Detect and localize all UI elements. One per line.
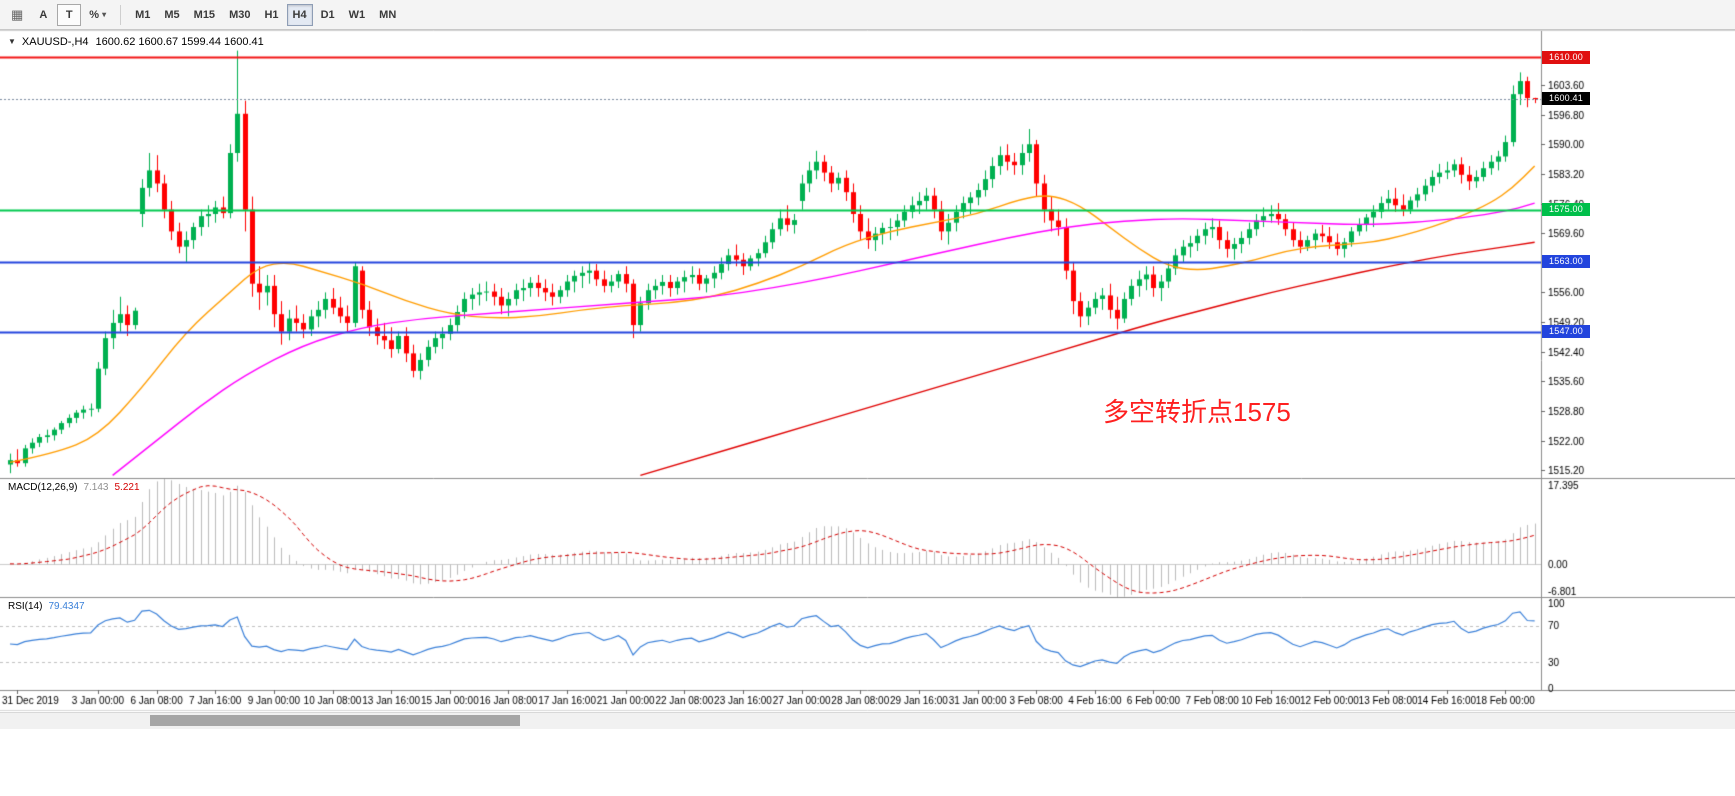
rsi-indicator-label: RSI(14) 79.4347 <box>8 601 85 612</box>
timeframe-button-m30[interactable]: M30 <box>223 4 256 26</box>
text-tool-label: T <box>65 8 73 21</box>
macd-indicator-label: MACD(12,26,9) 7.143 5.221 <box>8 482 140 493</box>
price-level-badge-1547: 1547.00 <box>1542 325 1590 339</box>
timeframe-button-h1[interactable]: H1 <box>258 4 284 26</box>
chart-symbol-period: XAUUSD-,H4 <box>21 36 89 48</box>
timeframe-button-w1[interactable]: W1 <box>343 4 372 26</box>
text-tool-button[interactable]: T <box>57 3 82 26</box>
price-level-badge-1575: 1575.00 <box>1542 203 1590 217</box>
toolbar: ▦ A T % ▾ M1 M5 M15 M30 H1 H4 D1 W1 MN <box>0 0 1735 30</box>
chart-header: ▼ XAUUSD-,H4 1600.62 1600.67 1599.44 1600.… <box>8 36 264 48</box>
chart-ohlc-values: 1600.62 1600.67 1599.44 1600.41 <box>95 36 264 48</box>
horizontal-scrollbar[interactable] <box>0 712 1735 729</box>
percent-scale-dropdown-button[interactable]: % ▾ <box>83 4 112 26</box>
macd-main-value: 7.143 <box>83 482 109 493</box>
scrollbar-thumb[interactable] <box>150 715 520 726</box>
toolbar-separator <box>120 4 122 25</box>
rsi-value: 79.4347 <box>48 601 85 612</box>
macd-signal-value: 5.221 <box>114 482 140 493</box>
timeframe-button-mn[interactable]: MN <box>373 4 402 26</box>
grid-icon-glyph: ▦ <box>11 6 24 22</box>
timeframe-button-m15[interactable]: M15 <box>188 4 221 26</box>
timeframe-button-h4[interactable]: H4 <box>286 3 313 26</box>
annotation-tool-button[interactable]: A <box>31 4 55 26</box>
timeframe-button-m1[interactable]: M1 <box>129 4 156 26</box>
grid-icon[interactable]: ▦ <box>5 4 29 26</box>
annotation-tool-label: A <box>39 8 48 21</box>
macd-name: MACD(12,26,9) <box>8 482 78 493</box>
price-level-badge-1610: 1610.00 <box>1542 50 1590 64</box>
percent-icon: % <box>89 8 100 21</box>
price-level-badge-1563: 1563.00 <box>1542 255 1590 269</box>
current-price-badge: 1600.41 <box>1542 92 1590 106</box>
one-click-trading-icon[interactable]: ▼ <box>8 37 16 46</box>
timeframe-button-m5[interactable]: M5 <box>158 4 185 26</box>
dropdown-caret-icon: ▾ <box>102 10 107 19</box>
rsi-name: RSI(14) <box>8 601 43 612</box>
timeframe-button-d1[interactable]: D1 <box>315 4 341 26</box>
chart-annotation: 多空转折点1575 <box>1103 397 1291 427</box>
